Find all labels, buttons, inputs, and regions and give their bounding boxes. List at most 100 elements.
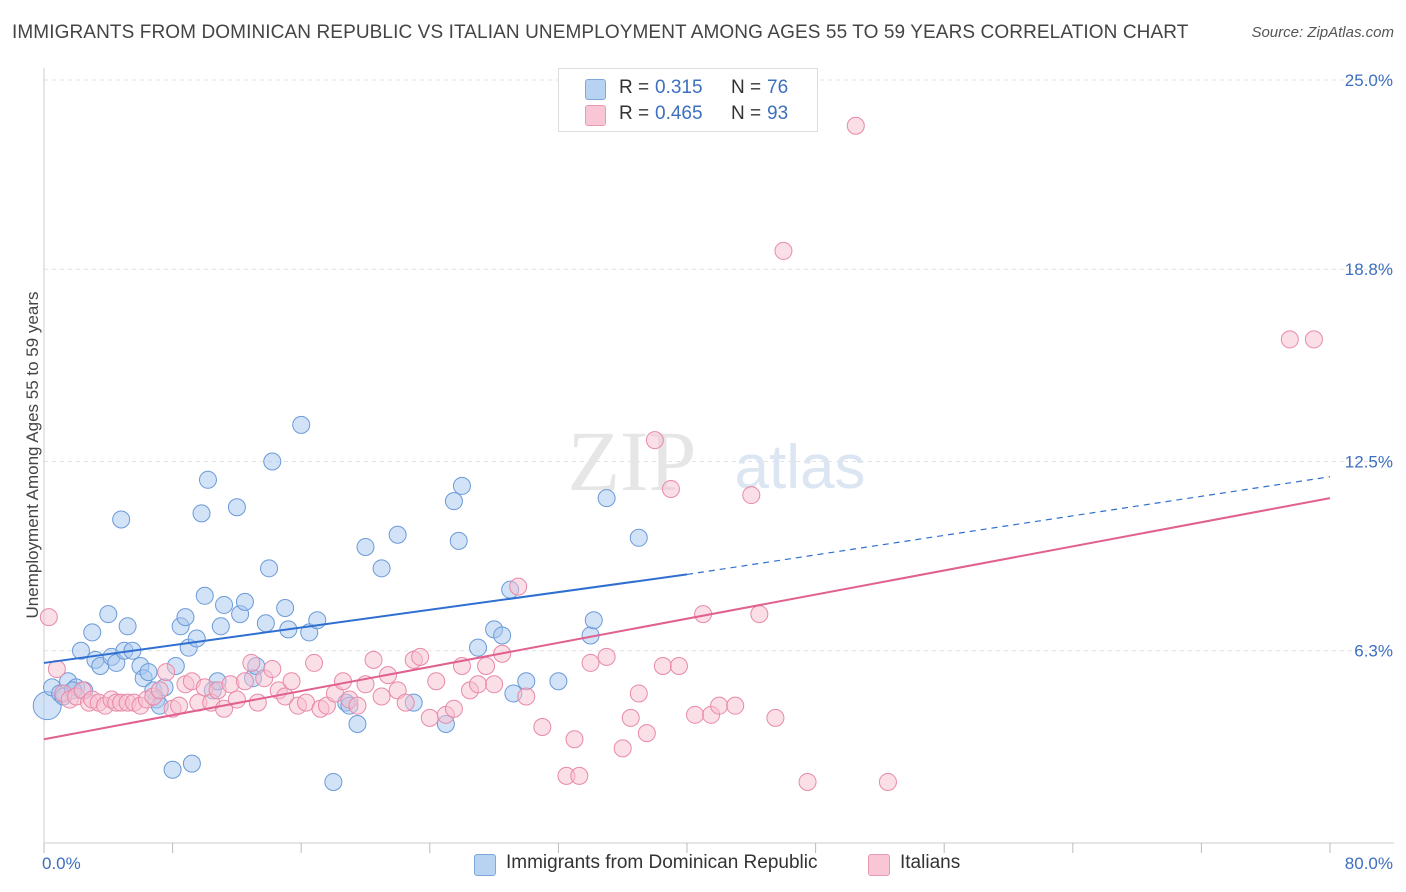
data-point-italians <box>645 431 664 450</box>
bottom-legend-swatch-dominican <box>474 854 496 876</box>
data-point-italians <box>47 660 66 679</box>
data-point-italians <box>581 653 600 672</box>
data-point-dominican <box>182 754 201 773</box>
data-point-italians <box>348 696 367 715</box>
legend-r-value: 0.315 <box>655 77 703 98</box>
data-point-dominican <box>493 626 512 645</box>
legend-r-label: R = <box>619 103 650 124</box>
legend-n-value: 93 <box>767 103 789 124</box>
data-point-italians <box>485 675 504 694</box>
data-point-dominican <box>348 714 367 733</box>
data-point-italians <box>248 693 267 712</box>
data-point-italians <box>750 605 769 624</box>
data-point-italians <box>686 705 705 724</box>
legend-n-label: N = <box>731 103 762 124</box>
data-point-dominican <box>235 592 254 611</box>
series-italians-points <box>39 116 1323 791</box>
data-point-italians <box>469 675 488 694</box>
data-point-italians <box>798 772 817 791</box>
y-tick-label: 6.3% <box>1354 642 1393 661</box>
data-point-dominican <box>629 528 648 547</box>
data-point-italians <box>613 739 632 758</box>
data-point-italians <box>411 647 430 666</box>
data-point-italians <box>710 696 729 715</box>
bottom-legend-swatch-italians <box>868 854 890 876</box>
data-point-dominican <box>118 617 137 636</box>
grid-lines <box>44 79 1394 652</box>
axes <box>43 68 1394 853</box>
data-point-dominican <box>83 623 102 642</box>
data-point-dominican <box>71 641 90 660</box>
data-point-italians <box>364 650 383 669</box>
series-dominican-points <box>32 415 648 791</box>
chart-title: IMMIGRANTS FROM DOMINICAN REPUBLIC VS IT… <box>12 22 1189 43</box>
data-point-italians <box>774 241 793 260</box>
data-point-dominican <box>163 760 182 779</box>
bottom-legend-label-italians: Italians <box>900 852 961 873</box>
data-point-dominican <box>192 504 211 523</box>
data-point-dominican <box>112 510 131 529</box>
data-point-italians <box>517 687 536 706</box>
data-point-italians <box>570 766 589 785</box>
data-point-dominican <box>99 605 118 624</box>
trend-lines <box>43 476 1331 741</box>
legend-r-value: 0.465 <box>655 103 703 124</box>
data-point-dominican <box>469 638 488 657</box>
data-point-italians <box>157 663 176 682</box>
data-point-dominican <box>195 586 214 605</box>
data-point-italians <box>242 653 261 672</box>
y-tick-label: 18.8% <box>1345 260 1393 279</box>
source-label: Source: ZipAtlas.com <box>1251 24 1394 41</box>
data-point-italians <box>1304 330 1323 349</box>
data-point-italians <box>427 672 446 691</box>
bottom-legend-label-dominican: Immigrants from Dominican Republic <box>506 852 818 873</box>
trend-line-dominican-extension <box>686 476 1331 576</box>
data-point-italians <box>1280 330 1299 349</box>
legend-r-label: R = <box>619 77 650 98</box>
legend-n-value: 76 <box>767 77 789 98</box>
data-point-dominican <box>276 598 295 617</box>
legend-n-label: N = <box>731 77 762 98</box>
data-point-italians <box>444 699 463 718</box>
tick-labels: 6.3% 12.5% 18.8% 25.0% 0.0% 80.0% <box>42 71 1393 873</box>
data-point-italians <box>726 696 745 715</box>
data-point-dominican <box>176 608 195 627</box>
trend-line-italians <box>43 497 1331 741</box>
data-point-italians <box>653 656 672 675</box>
legend-swatch-italians <box>585 105 606 126</box>
data-point-italians <box>637 724 656 743</box>
data-point-italians <box>39 608 58 627</box>
data-point-italians <box>565 730 584 749</box>
data-point-italians <box>629 684 648 703</box>
data-point-italians <box>372 687 391 706</box>
x-tick-label-min: 0.0% <box>42 854 81 873</box>
data-point-dominican <box>139 663 158 682</box>
data-point-italians <box>477 656 496 675</box>
data-point-dominican <box>324 772 343 791</box>
data-point-italians <box>846 116 865 135</box>
data-point-dominican <box>549 672 568 691</box>
y-tick-label: 25.0% <box>1345 71 1393 90</box>
data-point-dominican <box>449 531 468 550</box>
data-point-dominican <box>211 617 230 636</box>
data-point-italians <box>742 486 761 505</box>
data-point-italians <box>878 772 897 791</box>
data-point-dominican <box>215 595 234 614</box>
data-point-italians <box>621 708 640 727</box>
x-tick-label-max: 80.0% <box>1345 854 1393 873</box>
data-point-italians <box>509 577 528 596</box>
data-point-italians <box>282 672 301 691</box>
data-point-italians <box>533 718 552 737</box>
data-point-italians <box>170 696 189 715</box>
data-point-italians <box>766 708 785 727</box>
data-point-dominican <box>584 611 603 630</box>
data-point-dominican <box>292 415 311 434</box>
data-point-italians <box>597 647 616 666</box>
data-point-dominican <box>356 537 375 556</box>
data-point-italians <box>669 656 688 675</box>
data-point-dominican <box>597 489 616 508</box>
data-point-italians <box>263 660 282 679</box>
data-point-dominican <box>227 498 246 517</box>
data-point-dominican <box>256 614 275 633</box>
